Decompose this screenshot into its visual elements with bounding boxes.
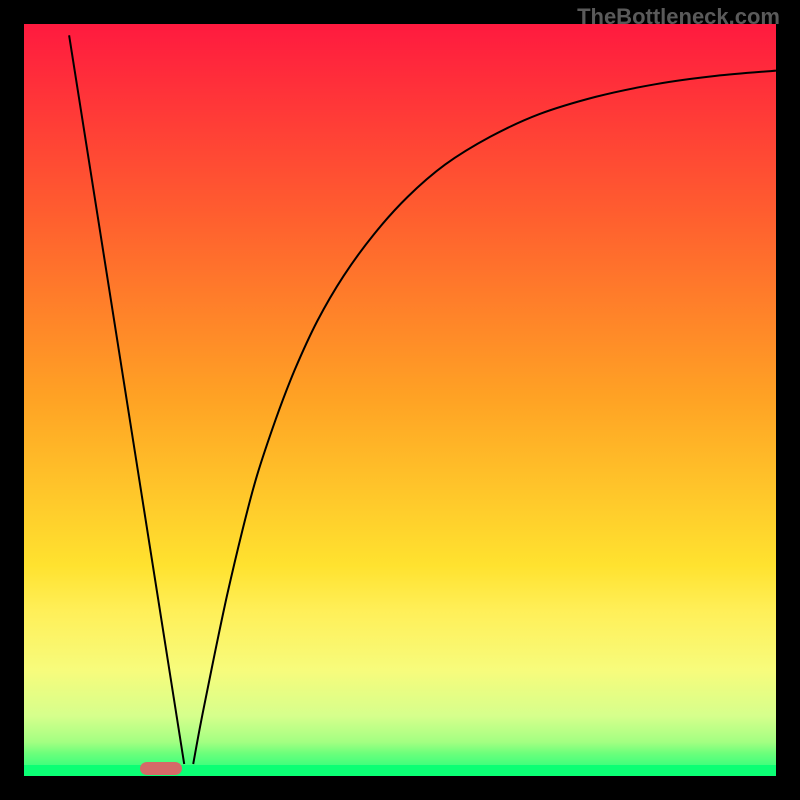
minimum-marker	[140, 762, 182, 775]
chart-background	[24, 24, 776, 776]
chart-svg	[0, 0, 800, 800]
baseline-band	[24, 765, 776, 776]
bottleneck-chart: TheBottleneck.com	[0, 0, 800, 800]
watermark-text: TheBottleneck.com	[577, 4, 780, 30]
